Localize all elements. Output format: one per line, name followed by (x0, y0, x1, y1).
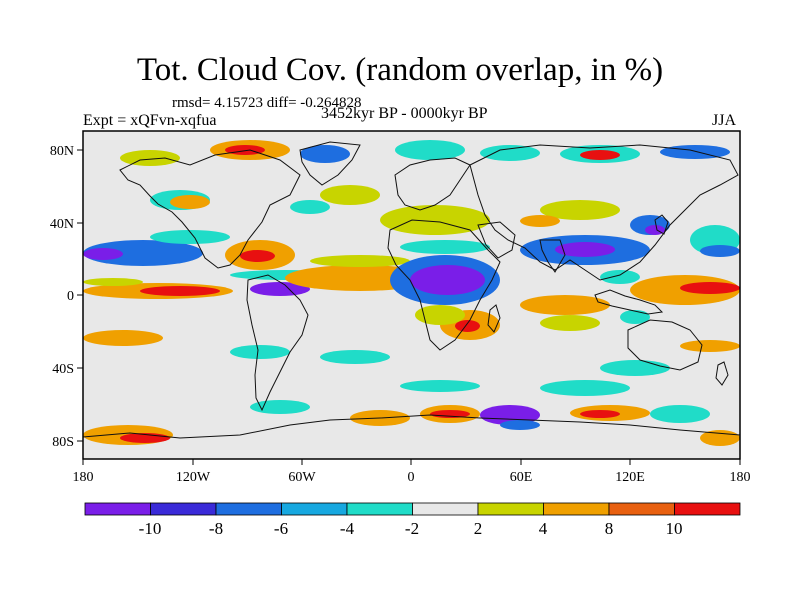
anomaly-patch (120, 150, 180, 166)
anomaly-patch (500, 420, 540, 430)
colorbar-box (84, 502, 151, 516)
anomaly-patch (680, 282, 740, 294)
colorbar-label: -6 (274, 519, 288, 538)
colorbar: -10 -8 -6 -4 -2 2 4 8 10 (84, 502, 741, 538)
colorbar-box (215, 502, 282, 516)
anomaly-patch (170, 195, 210, 209)
colorbar-box (477, 502, 544, 516)
lat-tick-label: 40N (50, 217, 74, 232)
anomaly-patch (395, 140, 465, 160)
anomaly-patch (400, 240, 490, 254)
coastline-new-zealand (715, 361, 729, 386)
coastline-asia (469, 144, 739, 281)
colorbar-label: -10 (139, 519, 162, 538)
lon-tick-label: 60E (510, 470, 533, 485)
colorbar-label: 4 (539, 519, 548, 538)
anomaly-patch (240, 250, 275, 262)
colorbar-label: 10 (666, 519, 683, 538)
experiment-label: Expt = xQFvn-xqfua (83, 112, 217, 129)
anomaly-patch (645, 225, 665, 235)
anomaly-patch (83, 248, 123, 260)
anomaly-patch (83, 278, 143, 286)
anomaly-patch (415, 305, 465, 325)
anomaly-patch (680, 340, 740, 352)
anomaly-patch (300, 145, 350, 163)
colorbar-box (608, 502, 675, 516)
coastline-indonesia (594, 289, 664, 315)
anomaly-patch (650, 405, 710, 423)
anomaly-patch (230, 345, 290, 359)
anomaly-patch (150, 230, 230, 244)
colorbar-box (346, 502, 413, 516)
colorbar-label: -4 (340, 519, 355, 538)
anomaly-patch (480, 145, 540, 161)
anomaly-patch (700, 245, 740, 257)
colorbar-boxes (84, 502, 741, 516)
map-title: Tot. Cloud Cov. (random overlap, in %) (136, 52, 664, 88)
anomaly-patch (580, 150, 620, 160)
colorbar-box (543, 502, 610, 516)
coastline-japan (654, 214, 669, 235)
anomaly-patch (580, 410, 620, 418)
period-label: 3452kyr BP - 0000kyr BP (321, 105, 488, 122)
anomaly-patch (620, 310, 650, 324)
coastline-greenland (299, 141, 361, 186)
coastlines (82, 141, 741, 439)
anomaly-patch (520, 295, 610, 315)
colorbar-box (412, 502, 479, 516)
anomaly-patch (600, 270, 640, 284)
coastline-arabia (477, 221, 516, 259)
coastline-africa (387, 219, 501, 351)
coastline-madagascar (487, 304, 501, 333)
map-panel (82, 130, 741, 460)
lat-tick-label: 80S (52, 435, 74, 450)
anomaly-patch (250, 400, 310, 414)
anomaly-patch (380, 205, 490, 235)
colorbar-label: 8 (605, 519, 614, 538)
lat-tick-label: 80N (50, 144, 74, 159)
anomaly-patch (83, 330, 163, 346)
anomaly-patch (600, 360, 670, 376)
coastline-south-america (246, 274, 309, 412)
anomaly-patch (290, 200, 330, 214)
colorbar-label: -8 (209, 519, 223, 538)
colorbar-box (150, 502, 217, 516)
coastline-europe (394, 157, 471, 211)
tick-marks (77, 149, 741, 465)
statistics-label: rmsd= 4.15723 diff= -0.264828 (172, 95, 362, 111)
anomaly-field (83, 140, 740, 446)
coastline-antarctica (82, 414, 741, 439)
anomaly-patch (455, 320, 480, 332)
anomaly-patch (83, 240, 203, 266)
anomaly-patch (400, 380, 480, 392)
anomaly-patch (555, 242, 615, 257)
anomaly-patch (540, 380, 630, 396)
lon-tick-label: 60W (288, 470, 316, 485)
lon-tick-label: 120W (176, 470, 211, 485)
lon-tick-label: 180 (73, 470, 94, 485)
anomaly-patch (540, 315, 600, 331)
anomaly-patch (140, 286, 220, 296)
colorbar-box (674, 502, 741, 516)
lon-tick-label: 180 (730, 470, 751, 485)
coastline-australia (627, 319, 703, 371)
colorbar-box (281, 502, 348, 516)
anomaly-patch (310, 255, 410, 267)
colorbar-label: -2 (405, 519, 419, 538)
lon-tick-label: 120E (615, 470, 645, 485)
season-label: JJA (712, 112, 737, 129)
anomaly-patch (320, 350, 390, 364)
colorbar-label: 2 (474, 519, 483, 538)
anomaly-patch (520, 215, 560, 227)
lon-tick-label: 0 (408, 470, 415, 485)
lat-tick-label: 0 (67, 289, 74, 304)
coastline-india (539, 239, 566, 273)
anomaly-patch (540, 200, 620, 220)
anomaly-patch (250, 282, 310, 296)
lat-tick-label: 40S (52, 362, 74, 377)
coastline-north-america (119, 149, 301, 269)
anomaly-patch (410, 265, 485, 295)
anomaly-patch (320, 185, 380, 205)
